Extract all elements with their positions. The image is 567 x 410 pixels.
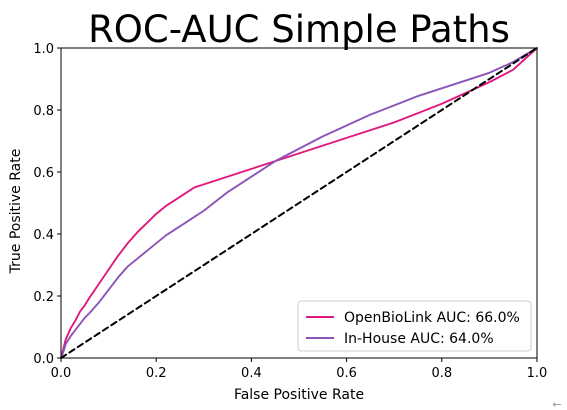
- legend: OpenBioLink AUC: 66.0% In-House AUC: 64.0…: [298, 301, 531, 351]
- x-tick-label: 0.0: [51, 366, 72, 381]
- x-tick-label: 0.2: [146, 366, 167, 381]
- x-tick-label: 0.8: [431, 366, 452, 381]
- y-tick-label: 1.0: [33, 42, 54, 57]
- chart-title: ROC-AUC Simple Paths: [88, 8, 510, 51]
- y-tick-label: 0.2: [33, 290, 54, 305]
- y-tick-label: 0.8: [33, 104, 54, 119]
- y-tick-label: 0.6: [33, 166, 54, 181]
- y-tick-label: 0.0: [33, 352, 54, 367]
- y-axis-title: True Positive Rate: [8, 149, 24, 275]
- x-axis-title: False Positive Rate: [234, 387, 364, 403]
- x-tick-label: 0.4: [241, 366, 262, 381]
- y-tick-label: 0.4: [33, 228, 54, 243]
- legend-label: In-House AUC: 64.0%: [344, 331, 494, 347]
- x-tick-label: 1.0: [527, 366, 548, 381]
- corner-arrow-icon[interactable]: ←: [552, 398, 561, 410]
- x-tick-label: 0.6: [336, 366, 357, 381]
- legend-label: OpenBioLink AUC: 66.0%: [344, 310, 520, 326]
